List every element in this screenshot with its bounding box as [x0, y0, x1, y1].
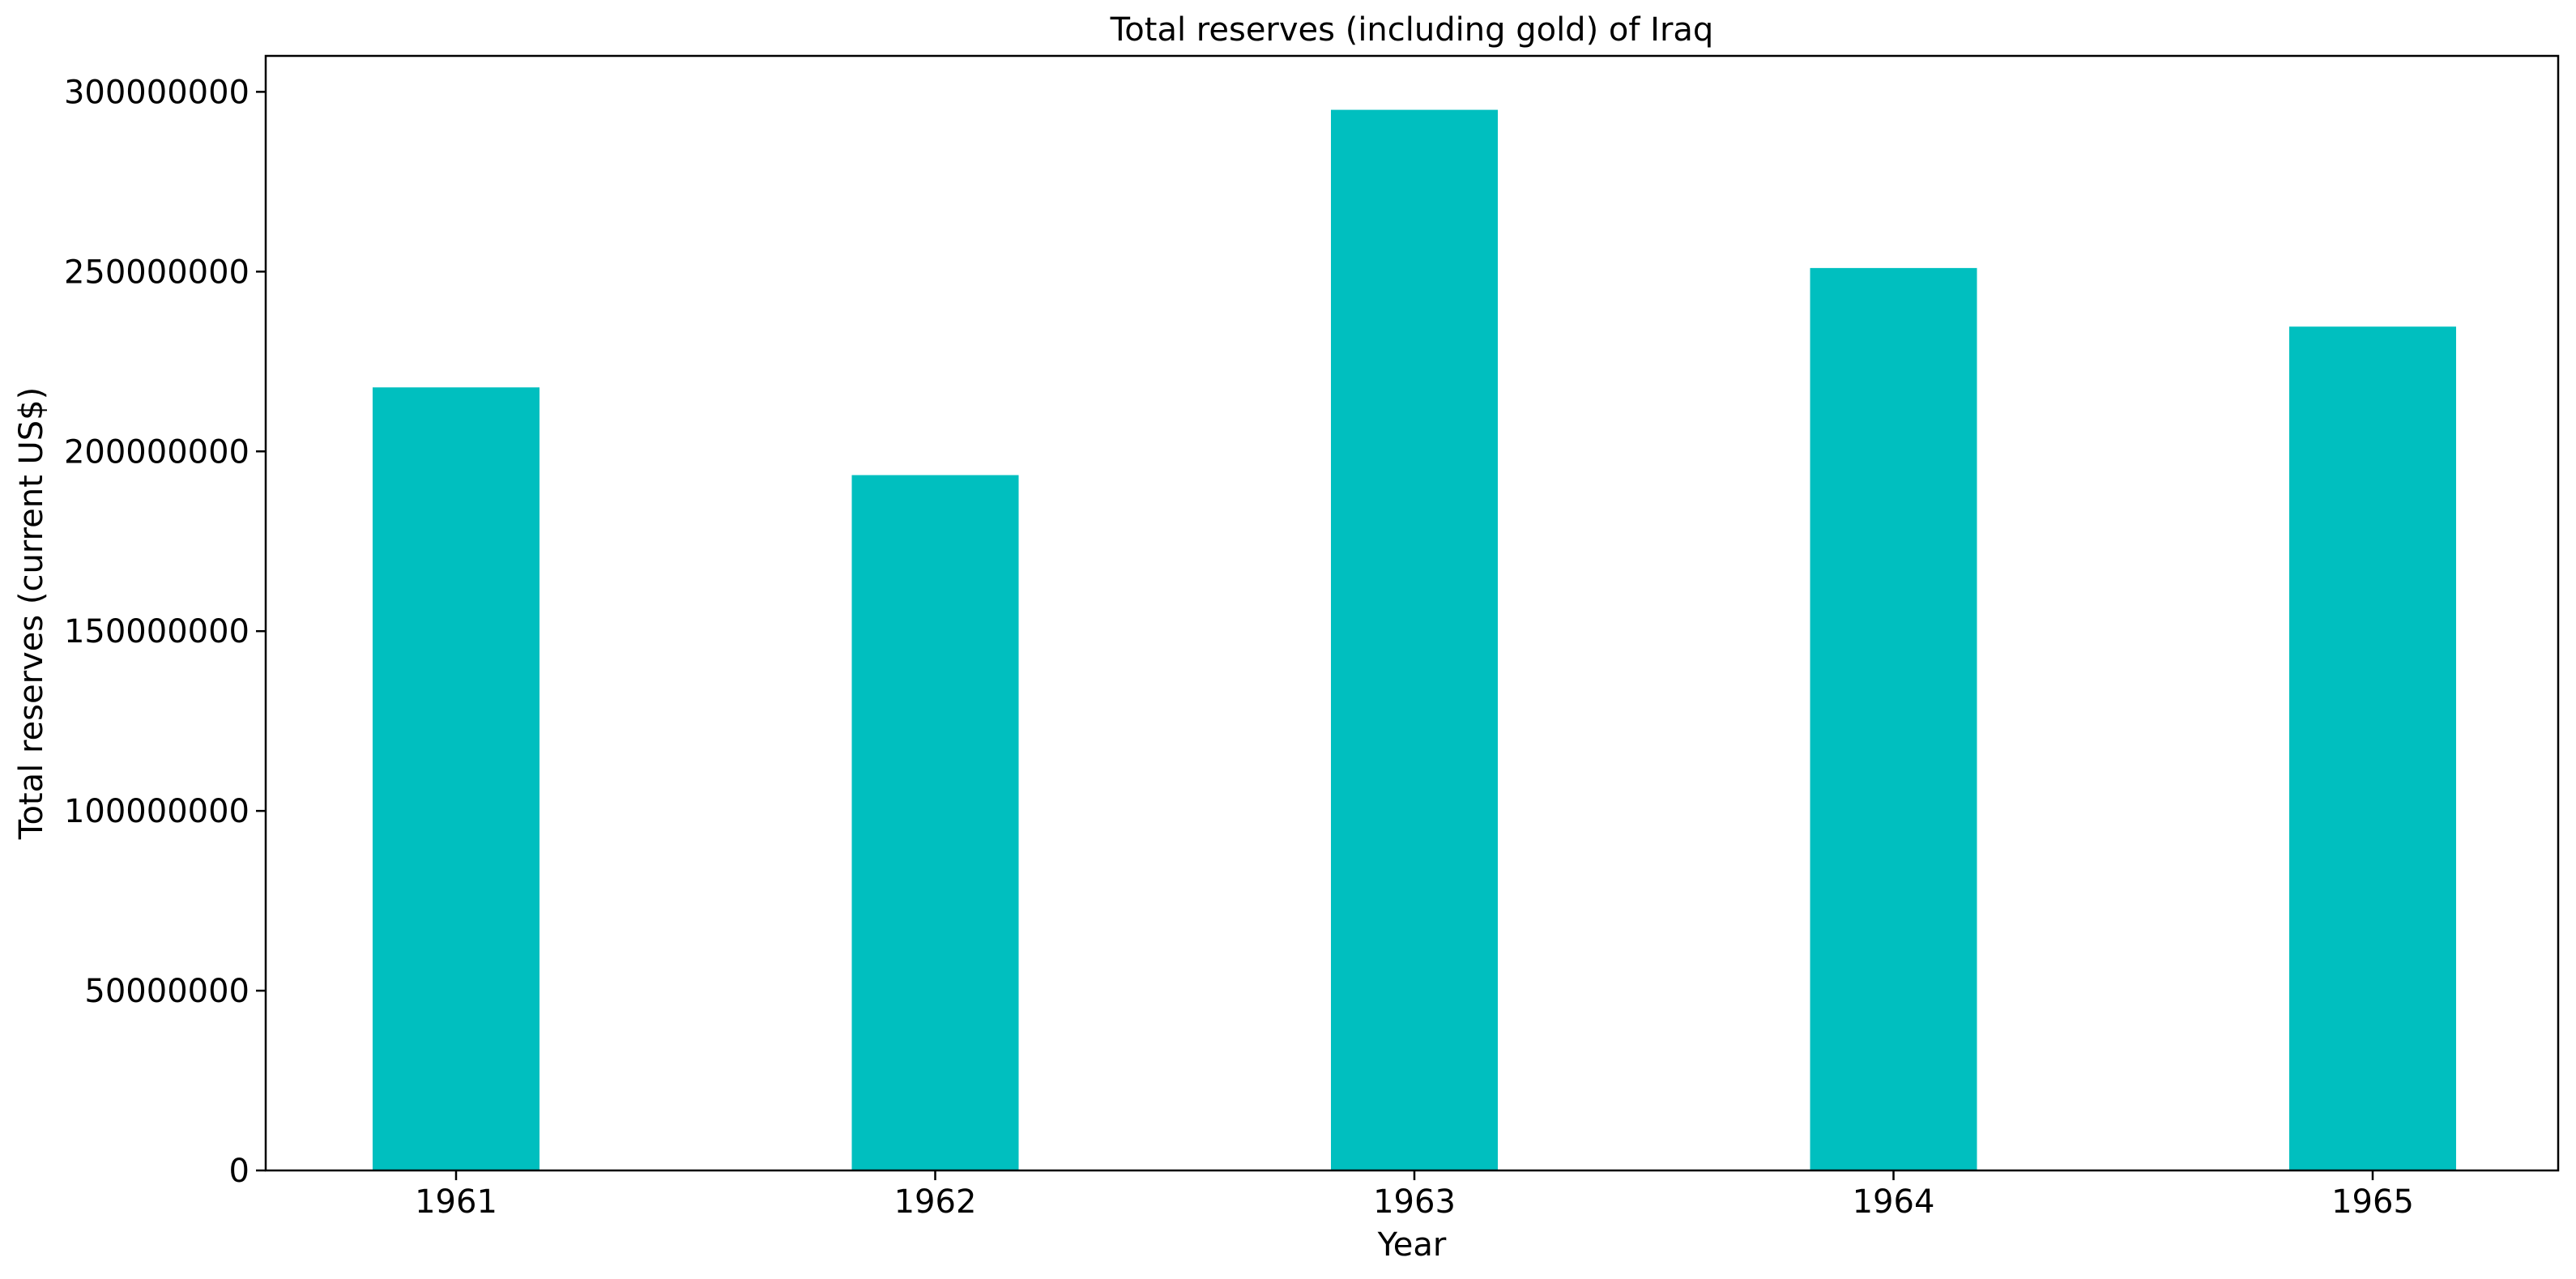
- bar-1961: [373, 387, 540, 1170]
- bar-1964: [1810, 267, 1977, 1170]
- x-tick-label-1964: 1964: [1853, 1183, 1935, 1221]
- x-tick-label-1962: 1962: [894, 1183, 977, 1221]
- bar-1962: [851, 475, 1019, 1170]
- bar-1965: [2289, 326, 2456, 1170]
- y-tick-label-5: 250000000: [64, 254, 249, 291]
- x-axis-label: Year: [1377, 1226, 1447, 1264]
- chart-title: Total reserves (including gold) of Iraq: [1110, 11, 1714, 49]
- y-axis-label: Total reserves (current US$): [13, 387, 50, 840]
- y-axis-ticks: 0 50000000 100000000 150000000 200000000 2500…: [64, 74, 266, 1190]
- bar-1963: [1331, 109, 1498, 1170]
- y-tick-label-0: 0: [229, 1153, 249, 1190]
- x-tick-label-1963: 1963: [1373, 1183, 1456, 1221]
- bars-layer: [373, 109, 2456, 1170]
- plot-frame: [264, 54, 2560, 1172]
- x-axis-ticks: 1961 1962 1963 1964 1965: [415, 1170, 2414, 1221]
- y-tick-label-4: 200000000: [64, 433, 249, 471]
- y-tick-label-1: 50000000: [84, 973, 249, 1010]
- x-tick-label-1965: 1965: [2331, 1183, 2414, 1221]
- y-tick-label-2: 100000000: [64, 793, 249, 830]
- y-tick-label-6: 300000000: [64, 74, 249, 111]
- x-tick-label-1961: 1961: [415, 1183, 497, 1221]
- y-tick-label-3: 150000000: [64, 613, 249, 650]
